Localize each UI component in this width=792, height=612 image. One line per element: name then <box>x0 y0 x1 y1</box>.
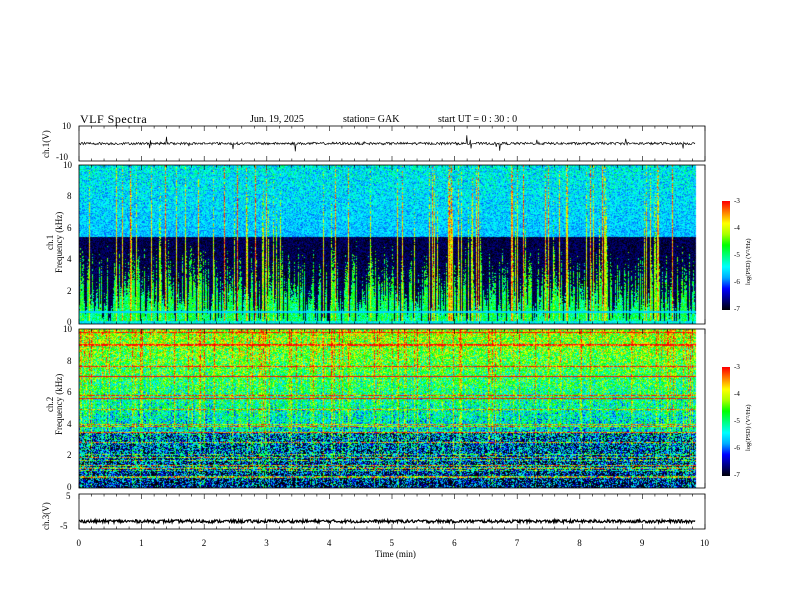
ch1-spectrogram-image <box>79 165 705 324</box>
x-tick-label: 2 <box>201 538 207 548</box>
ch2-spectrogram-frame <box>78 328 706 489</box>
ch2-freq-tick-6: 6 <box>67 387 72 397</box>
ch3-waveform-ylabel: ch.3(V) <box>41 502 51 530</box>
ch1-freq-tick-0: 0 <box>67 317 72 327</box>
x-tick-label: 0 <box>76 538 82 548</box>
ch1-ytick-bottom: -10 <box>56 152 68 162</box>
cbar2-tick-m6: -6 <box>734 444 740 452</box>
ch1-freq-tick-4: 4 <box>67 254 72 264</box>
ch1-spectrogram-ylabel: ch.1 Frequency (kHz) <box>45 211 65 273</box>
ch1-freq-tick-2: 2 <box>67 286 72 296</box>
x-tick-label: 1 <box>139 538 144 548</box>
ch2-freq-tick-2: 2 <box>67 450 72 460</box>
cbar2-tick-m7: -7 <box>734 471 740 479</box>
cbar1-tick-m6: -6 <box>734 278 740 286</box>
x-axis-label: Time (min) <box>375 549 416 559</box>
ch2-spectrogram-ylabel-line2: Frequency (kHz) <box>54 373 65 435</box>
cbar1-tick-m7: -7 <box>734 305 740 313</box>
cbar1-tick-m5: -5 <box>734 251 740 259</box>
ch2-spectrogram-ylabel: ch.2 Frequency (kHz) <box>45 373 65 435</box>
date-label: Jun. 19, 2025 <box>250 114 304 125</box>
cbar1-tick-m3: -3 <box>734 197 740 205</box>
ch2-freq-tick-10: 10 <box>63 324 72 334</box>
ch1-spectrogram-ylabel-line2: Frequency (kHz) <box>54 211 65 273</box>
x-tick-label: 3 <box>264 538 269 548</box>
cbar2-label: log(PSD) (V²/Hz) <box>745 404 752 451</box>
ch2-spectrogram-image <box>79 329 705 488</box>
start-ut-label: start UT = 0 : 30 : 0 <box>438 114 518 125</box>
station-label: station= GAK <box>343 114 400 125</box>
ch2-freq-tick-4: 4 <box>67 419 72 429</box>
cbar1-tick-m4: -4 <box>734 224 740 232</box>
ch1-waveform-ylabel: ch.1(V) <box>41 130 51 158</box>
cbar2-tick-m4: -4 <box>734 390 740 398</box>
x-tick-label: 10 <box>700 538 709 548</box>
ch1-freq-tick-6: 6 <box>67 223 72 233</box>
cbar1-label: log(PSD) (V²/Hz) <box>745 238 752 285</box>
ch3-waveform-trace <box>78 517 696 526</box>
ch3-ytick-top: 5 <box>66 491 71 501</box>
ch1-waveform-trace <box>78 135 696 152</box>
cbar2-tick-m5: -5 <box>734 417 740 425</box>
x-tick-label: 8 <box>577 538 582 548</box>
ch1-ytick-top: 10 <box>62 121 71 131</box>
ch2-freq-tick-8: 8 <box>67 356 72 366</box>
figure-title: VLF Spectra <box>80 112 148 126</box>
x-tick-label: 5 <box>389 538 395 548</box>
x-tick-label: 4 <box>326 538 332 548</box>
ch3-waveform-frame <box>78 493 706 530</box>
x-tick-label: 9 <box>639 538 645 548</box>
ch1-spectrogram-frame <box>78 164 706 325</box>
x-tick-label: 7 <box>514 538 520 548</box>
cbar2-tick-m3: -3 <box>734 363 740 371</box>
ch2-colorbar <box>722 367 730 476</box>
ch2-freq-tick-0: 0 <box>67 482 72 492</box>
ch1-freq-tick-10: 10 <box>63 160 72 170</box>
x-tick-label: 6 <box>452 538 457 548</box>
ch1-freq-tick-8: 8 <box>67 191 72 201</box>
ch3-ytick-bottom: -5 <box>60 521 68 531</box>
ch1-colorbar <box>722 201 730 310</box>
